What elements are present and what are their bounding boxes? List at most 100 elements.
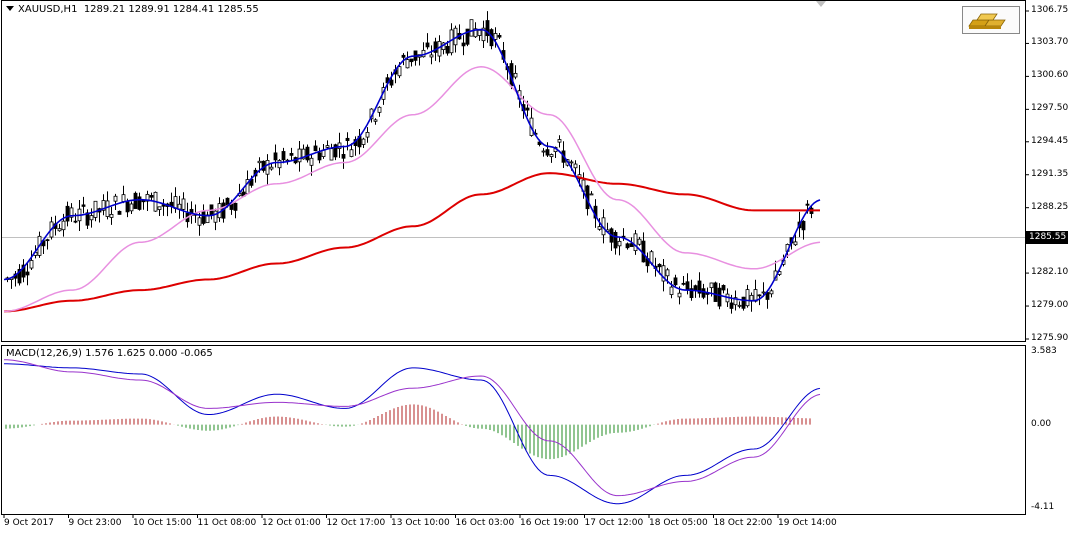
gold-bars-icon — [962, 6, 1020, 34]
candle — [21, 259, 26, 283]
candle — [269, 163, 274, 171]
chart-shift-marker[interactable] — [816, 1, 826, 7]
candle — [545, 142, 550, 157]
candle — [597, 218, 602, 231]
candle — [573, 160, 578, 175]
candle — [681, 276, 686, 286]
candle — [513, 65, 518, 80]
time-tick-label: 9 Oct 23:00 — [68, 518, 122, 528]
candle — [85, 209, 90, 230]
price-tick-label: 1297.50 — [1031, 103, 1068, 114]
candle — [57, 223, 62, 232]
candle — [281, 147, 286, 164]
time-tick-label: 16 Oct 03:00 — [455, 518, 515, 528]
candle — [233, 202, 238, 219]
price-tick-label: 1275.90 — [1031, 333, 1068, 343]
time-tick-label: 19 Oct 14:00 — [778, 518, 837, 528]
candle — [45, 238, 50, 250]
price-tick-label: 1303.70 — [1031, 37, 1068, 48]
candle — [313, 140, 318, 152]
macd-tick-label: 3.583 — [1031, 346, 1057, 356]
candle — [713, 281, 718, 302]
candle — [345, 132, 350, 151]
candle — [297, 141, 302, 172]
candle — [273, 144, 278, 168]
candle — [341, 145, 346, 169]
candle — [613, 230, 618, 255]
macd-histogram — [5, 404, 811, 460]
candle — [89, 208, 94, 228]
time-axis-tick-marks — [3, 514, 779, 518]
current-price-label: 1285.55 — [1026, 231, 1068, 244]
candle — [377, 106, 382, 117]
price-axis-tick-marks — [1025, 10, 1029, 340]
time-tick-label: 16 Oct 19:00 — [520, 518, 579, 528]
candle — [485, 11, 490, 43]
candle — [117, 210, 122, 215]
candle — [493, 27, 498, 48]
time-tick-label: 18 Oct 05:00 — [649, 518, 708, 528]
candle — [349, 143, 354, 158]
candle — [765, 291, 770, 309]
candle — [661, 258, 666, 292]
candle — [717, 283, 722, 310]
main-chart-pane[interactable] — [1, 0, 1026, 342]
time-tick-label: 11 Oct 08:00 — [197, 518, 257, 528]
slow-moving-average-line — [3, 172, 820, 313]
mid-moving-average-line — [3, 66, 821, 313]
candle — [589, 191, 594, 196]
macd-tick-label: -4.11 — [1031, 502, 1055, 512]
time-tick-label: 13 Oct 10:00 — [391, 518, 450, 528]
candle — [469, 19, 474, 37]
candle — [769, 288, 774, 298]
candle — [401, 53, 406, 66]
candle — [181, 192, 186, 219]
candle — [801, 220, 806, 240]
candle — [721, 284, 726, 294]
candle — [733, 290, 738, 311]
time-tick-label: 12 Oct 01:00 — [262, 518, 321, 528]
symbol-title: XAUUSD,H1 — [18, 4, 78, 15]
candle — [105, 191, 110, 220]
macd-main-line — [4, 363, 821, 505]
candle — [305, 144, 310, 163]
price-tick-label: 1306.75 — [1031, 5, 1068, 15]
candle — [69, 203, 74, 222]
candle — [761, 282, 766, 297]
candle — [129, 201, 134, 214]
price-tick-label: 1288.25 — [1031, 201, 1068, 212]
macd-pane[interactable] — [1, 345, 1026, 515]
candle — [289, 147, 294, 161]
candle — [549, 153, 554, 163]
candle — [325, 140, 330, 149]
candle — [409, 58, 414, 67]
ohlc-values: 1289.21 1289.91 1284.41 1285.55 — [83, 4, 259, 15]
candle — [737, 301, 742, 309]
candle — [337, 132, 342, 158]
price-tick-label: 1300.60 — [1031, 70, 1068, 81]
candle — [461, 35, 466, 56]
candle — [317, 147, 322, 164]
candle — [109, 206, 114, 225]
time-tick-label: 10 Oct 15:00 — [133, 518, 192, 528]
candle — [617, 236, 622, 256]
time-tick-label: 12 Oct 17:00 — [326, 518, 386, 528]
dropdown-arrow-icon[interactable] — [6, 6, 14, 11]
price-tick-label: 1279.00 — [1031, 300, 1068, 311]
candle — [81, 196, 86, 214]
time-tick-label: 9 Oct 2017 — [4, 518, 54, 528]
candle — [149, 192, 154, 202]
price-tick-label: 1282.10 — [1031, 267, 1068, 278]
price-tick-label: 1291.35 — [1031, 168, 1068, 179]
candle — [365, 127, 370, 143]
candle — [137, 192, 142, 211]
candle — [557, 135, 562, 148]
candle — [197, 212, 202, 236]
candle — [793, 234, 798, 246]
candle — [637, 236, 642, 246]
candle — [697, 272, 702, 298]
candle — [25, 262, 30, 286]
time-tick-label: 18 Oct 22:00 — [713, 518, 773, 528]
candle — [213, 208, 218, 231]
